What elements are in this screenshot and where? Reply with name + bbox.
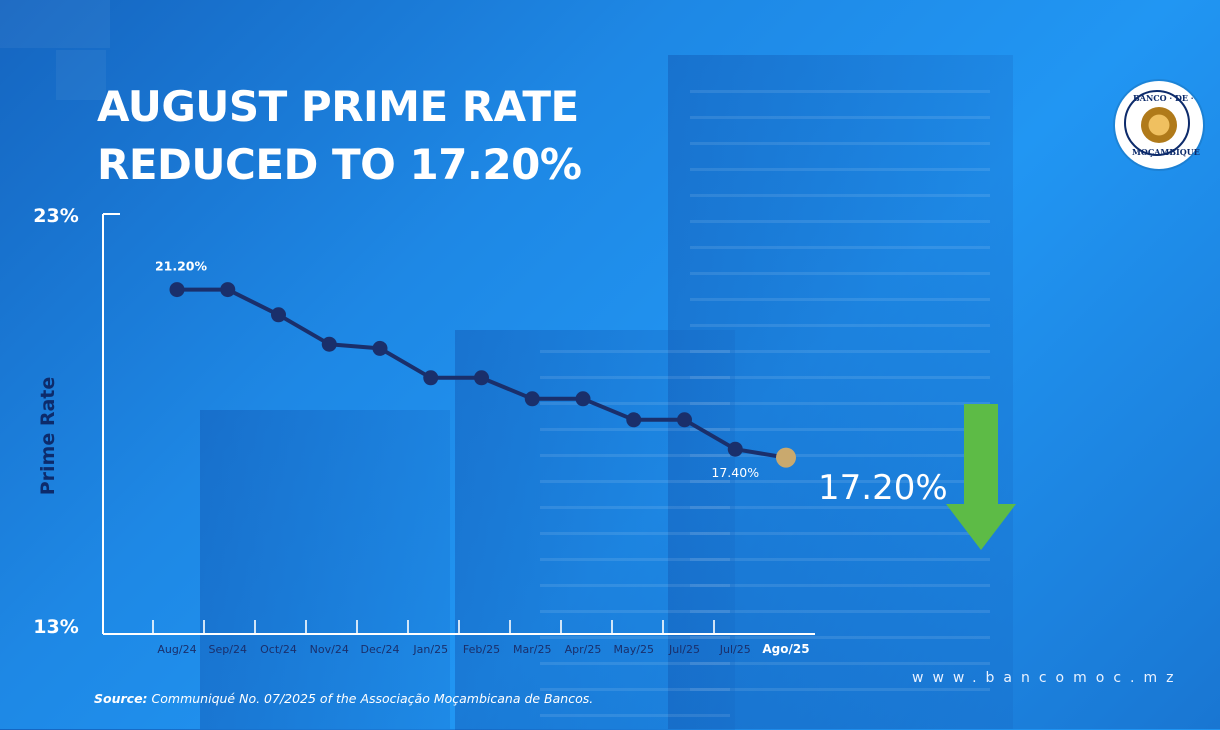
page-title: AUGUST PRIME RATE REDUCED TO 17.20% — [97, 78, 582, 194]
x-tick-label: Sep/24 — [209, 643, 247, 656]
background-tile — [0, 0, 110, 48]
data-point — [474, 370, 489, 386]
chart-labels: 23% 13% Aug/24 Sep/24 Oct/24 Nov/24 Dec/24 Jan/… — [33, 205, 809, 656]
x-tick-label: Aug/24 — [157, 643, 196, 656]
background-building — [200, 410, 450, 729]
website-link[interactable]: www.bancomoc.mz — [912, 670, 1183, 686]
source-label: Source: — [94, 691, 148, 706]
x-tick-label: Apr/25 — [565, 643, 602, 656]
logo-top-text: BANCO · DE · — [1133, 93, 1194, 103]
data-label-second-last: 17.40% — [711, 465, 759, 480]
x-tick-label: Jan/25 — [412, 643, 448, 656]
data-point — [321, 336, 337, 352]
data-point — [524, 391, 540, 407]
x-tick-label: Jul/25 — [668, 643, 700, 656]
chart-axes — [102, 213, 815, 635]
title-line-1: AUGUST PRIME RATE — [97, 82, 579, 131]
background-tower-windows — [690, 90, 990, 710]
highlight-point — [776, 447, 796, 468]
data-point — [372, 340, 388, 356]
data-point — [575, 391, 591, 407]
down-arrow-icon — [946, 404, 1016, 550]
background-building-windows — [540, 350, 730, 720]
x-tick-label: Mar/25 — [513, 643, 551, 656]
data-point — [423, 370, 439, 386]
background-tile — [56, 50, 106, 100]
x-tick-label: Oct/24 — [260, 643, 297, 656]
chart-series — [169, 282, 796, 468]
x-tick-label: May/25 — [614, 643, 654, 656]
x-tick-label: Nov/24 — [310, 643, 349, 656]
data-point — [626, 412, 642, 428]
background-building — [455, 330, 735, 730]
data-label-first: 21.20% — [155, 259, 208, 274]
y-tick-label-max: 23% — [33, 205, 78, 227]
x-tick-label: Feb/25 — [463, 643, 500, 656]
data-point — [271, 307, 286, 323]
x-tick-label: Ago/25 — [762, 642, 809, 656]
banco-de-mocambique-logo: BANCO · DE · MOÇAMBIQUE — [1115, 81, 1203, 169]
source-note: Source: Communiqué No. 07/2025 of the As… — [94, 691, 593, 706]
y-axis-label: Prime Rate — [37, 376, 59, 496]
source-text: Communiqué No. 07/2025 of the Associação… — [147, 691, 594, 706]
x-tick-label: Dec/24 — [361, 643, 400, 656]
data-point — [727, 441, 743, 457]
data-point — [169, 282, 185, 298]
logo-emblem-icon — [1141, 107, 1177, 143]
x-tick-label: Jul/25 — [719, 643, 751, 656]
data-point — [220, 282, 236, 298]
background-tower — [668, 55, 1013, 729]
data-point — [677, 412, 692, 428]
logo-ring — [1124, 90, 1190, 156]
title-line-2: REDUCED TO 17.20% — [97, 140, 582, 189]
y-tick-label-min: 13% — [33, 616, 78, 638]
logo-bottom-text: MOÇAMBIQUE — [1132, 147, 1200, 157]
current-rate-value: 17.20% — [818, 468, 948, 508]
